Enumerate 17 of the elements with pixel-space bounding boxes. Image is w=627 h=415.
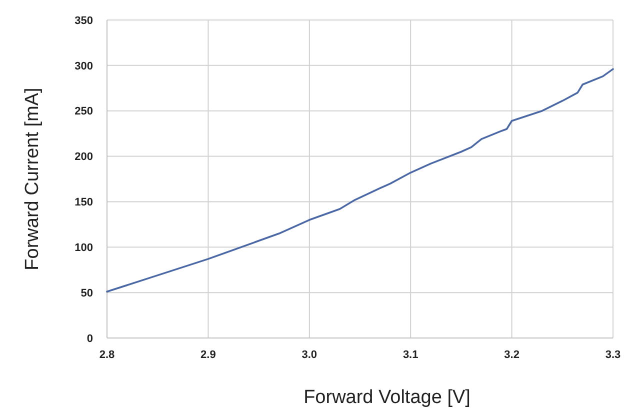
y-tick-label: 350: [74, 14, 93, 27]
x-tick-label: 3.3: [605, 349, 621, 361]
y-tick-label: 250: [74, 106, 93, 118]
y-tick-label: 150: [74, 196, 93, 209]
x-tick-label: 2.9: [200, 349, 216, 361]
x-tick-label: 2.8: [99, 349, 115, 361]
y-axis-title: Forward Current [mA]: [22, 88, 43, 270]
x-axis-title: Forward Voltage [V]: [304, 387, 470, 408]
line-series: [106, 68, 614, 293]
y-tick-label: 200: [74, 151, 93, 164]
x-tick-label: 3.1: [402, 349, 418, 361]
y-tick-label: 300: [74, 60, 93, 72]
x-tick-label: 3.0: [302, 349, 318, 361]
x-tick-label: 3.2: [504, 349, 520, 361]
y-tick-label: 50: [80, 287, 93, 300]
y-tick-label: 100: [74, 242, 93, 254]
y-tick-label: 0: [86, 332, 93, 345]
